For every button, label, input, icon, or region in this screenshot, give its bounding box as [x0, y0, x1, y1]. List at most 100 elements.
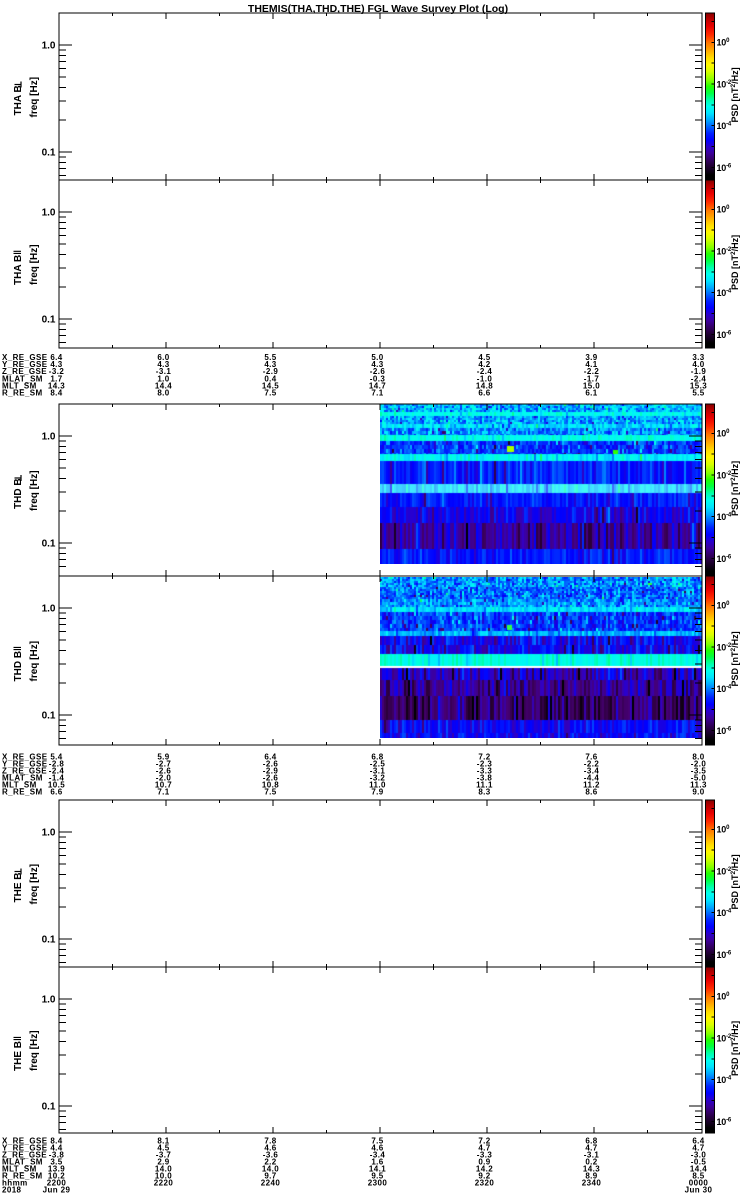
svg-text:8.4: 8.4: [50, 389, 62, 398]
svg-text:1.0: 1.0: [42, 995, 56, 1006]
svg-text:PSD [nT2/Hz]: PSD [nT2/Hz]: [730, 67, 740, 122]
svg-text:-2.2: -2.2: [584, 760, 600, 769]
svg-text:0.1: 0.1: [42, 148, 56, 159]
svg-text:4.5: 4.5: [157, 1144, 169, 1153]
svg-text:MLT_SM: MLT_SM: [2, 781, 37, 790]
svg-text:6.8: 6.8: [585, 1137, 597, 1146]
svg-text:15.3: 15.3: [690, 381, 707, 390]
svg-text:-2.6: -2.6: [263, 774, 279, 783]
svg-text:-3.2: -3.2: [49, 367, 65, 376]
svg-text:7.6: 7.6: [585, 753, 597, 762]
svg-text:4.6: 4.6: [371, 1144, 383, 1153]
svg-text:1.0: 1.0: [157, 374, 169, 383]
svg-text:10-6: 10-6: [717, 950, 732, 960]
svg-text:-2.6: -2.6: [263, 760, 279, 769]
svg-text:-3.1: -3.1: [156, 367, 172, 376]
svg-text:MLAT_SM: MLAT_SM: [2, 1158, 43, 1167]
svg-text:X_RE_GSE: X_RE_GSE: [2, 353, 48, 362]
svg-text:-2.3: -2.3: [477, 760, 493, 769]
svg-text:4.3: 4.3: [50, 360, 62, 369]
svg-text:-1.4: -1.4: [49, 774, 65, 783]
svg-text:1.6: 1.6: [371, 1158, 383, 1167]
svg-text:freq [Hz]: freq [Hz]: [29, 244, 40, 285]
svg-text:THE B: THE B: [13, 873, 24, 903]
svg-text:10-4: 10-4: [717, 121, 732, 131]
svg-text:6.6: 6.6: [50, 788, 62, 797]
svg-text:R_RE_SM: R_RE_SM: [2, 389, 43, 398]
svg-text:4.4: 4.4: [50, 1144, 62, 1153]
svg-text:PSD [nT2/Hz]: PSD [nT2/Hz]: [730, 631, 740, 686]
svg-text:-2.4: -2.4: [49, 767, 65, 776]
svg-text:2.2: 2.2: [264, 1158, 276, 1167]
svg-text:11.2: 11.2: [583, 781, 600, 790]
svg-text:2320: 2320: [475, 1179, 495, 1188]
svg-text:PSD [nT2/Hz]: PSD [nT2/Hz]: [730, 461, 740, 516]
svg-text:10-2: 10-2: [717, 642, 732, 652]
svg-text:4.7: 4.7: [478, 1144, 490, 1153]
svg-text:5.9: 5.9: [157, 753, 169, 762]
svg-text:freq [Hz]: freq [Hz]: [29, 1030, 40, 1071]
svg-text:hhmm: hhmm: [2, 1179, 28, 1188]
svg-text:THA B‖: THA B‖: [13, 250, 24, 285]
svg-text:100: 100: [717, 429, 731, 439]
svg-text:0.9: 0.9: [478, 1158, 490, 1167]
svg-text:10-4: 10-4: [717, 684, 732, 694]
svg-text:10-2: 10-2: [717, 470, 732, 480]
svg-text:freq [Hz]: freq [Hz]: [29, 864, 40, 905]
svg-text:10-4: 10-4: [717, 1075, 732, 1085]
svg-text:-0.3: -0.3: [370, 374, 386, 383]
svg-text:100: 100: [717, 825, 731, 835]
svg-text:freq [Hz]: freq [Hz]: [29, 470, 40, 511]
svg-text:-3.8: -3.8: [49, 1151, 65, 1160]
svg-text:Y_RE_GSE: Y_RE_GSE: [2, 760, 48, 769]
svg-text:Y_RE_GSE: Y_RE_GSE: [2, 1144, 48, 1153]
svg-text:R_RE_SM: R_RE_SM: [2, 788, 43, 797]
svg-text:THD B‖: THD B‖: [13, 646, 24, 682]
svg-text:-3.8: -3.8: [477, 774, 493, 783]
svg-text:PSD [nT2/Hz]: PSD [nT2/Hz]: [730, 854, 740, 909]
svg-text:0.4: 0.4: [264, 374, 276, 383]
svg-text:14.8: 14.8: [476, 381, 493, 390]
svg-text:4.0: 4.0: [692, 360, 704, 369]
svg-text:-2.4: -2.4: [691, 374, 707, 383]
svg-text:MLAT_SM: MLAT_SM: [2, 374, 43, 383]
svg-text:7.5: 7.5: [371, 1137, 383, 1146]
svg-text:1.0: 1.0: [42, 432, 56, 443]
svg-text:4.3: 4.3: [157, 360, 169, 369]
svg-text:7.9: 7.9: [371, 788, 383, 797]
svg-text:9.2: 9.2: [478, 1172, 490, 1181]
svg-text:THEMIS(THA,THD,THE) FGL Wave S: THEMIS(THA,THD,THE) FGL Wave Survey Plot…: [248, 3, 508, 15]
svg-text:1.0: 1.0: [42, 208, 56, 219]
svg-text:9.5: 9.5: [371, 1172, 383, 1181]
svg-text:14.3: 14.3: [583, 1165, 600, 1174]
svg-text:11.3: 11.3: [690, 781, 707, 790]
svg-text:4.3: 4.3: [264, 360, 276, 369]
svg-text:X_RE_GSE: X_RE_GSE: [2, 1137, 48, 1146]
svg-text:100: 100: [717, 992, 731, 1002]
svg-text:14.0: 14.0: [262, 1165, 279, 1174]
svg-text:14.7: 14.7: [369, 381, 386, 390]
svg-text:1.0: 1.0: [42, 41, 56, 52]
svg-text:7.1: 7.1: [371, 389, 383, 398]
svg-text:9.0: 9.0: [692, 788, 704, 797]
svg-text:10-6: 10-6: [717, 554, 732, 564]
svg-text:14.0: 14.0: [155, 1165, 172, 1174]
svg-text:6.8: 6.8: [371, 753, 383, 762]
svg-text:-2.0: -2.0: [156, 774, 172, 783]
svg-text:10.0: 10.0: [155, 1172, 172, 1181]
svg-text:0.1: 0.1: [42, 1102, 56, 1113]
svg-text:14.3: 14.3: [48, 381, 65, 390]
svg-text:R_RE_SM: R_RE_SM: [2, 1172, 43, 1181]
svg-text:8.6: 8.6: [585, 788, 597, 797]
svg-text:4.7: 4.7: [585, 1144, 597, 1153]
svg-text:X_RE_GSE: X_RE_GSE: [2, 753, 48, 762]
svg-text:15.0: 15.0: [583, 381, 600, 390]
svg-text:-5.0: -5.0: [691, 774, 707, 783]
svg-text:4.6: 4.6: [264, 1144, 276, 1153]
svg-text:10-4: 10-4: [717, 288, 732, 298]
svg-text:0.1: 0.1: [42, 935, 56, 946]
svg-text:8.0: 8.0: [692, 753, 704, 762]
svg-text:THD B: THD B: [13, 478, 24, 509]
svg-text:6.1: 6.1: [585, 389, 597, 398]
svg-text:-3.3: -3.3: [477, 767, 493, 776]
